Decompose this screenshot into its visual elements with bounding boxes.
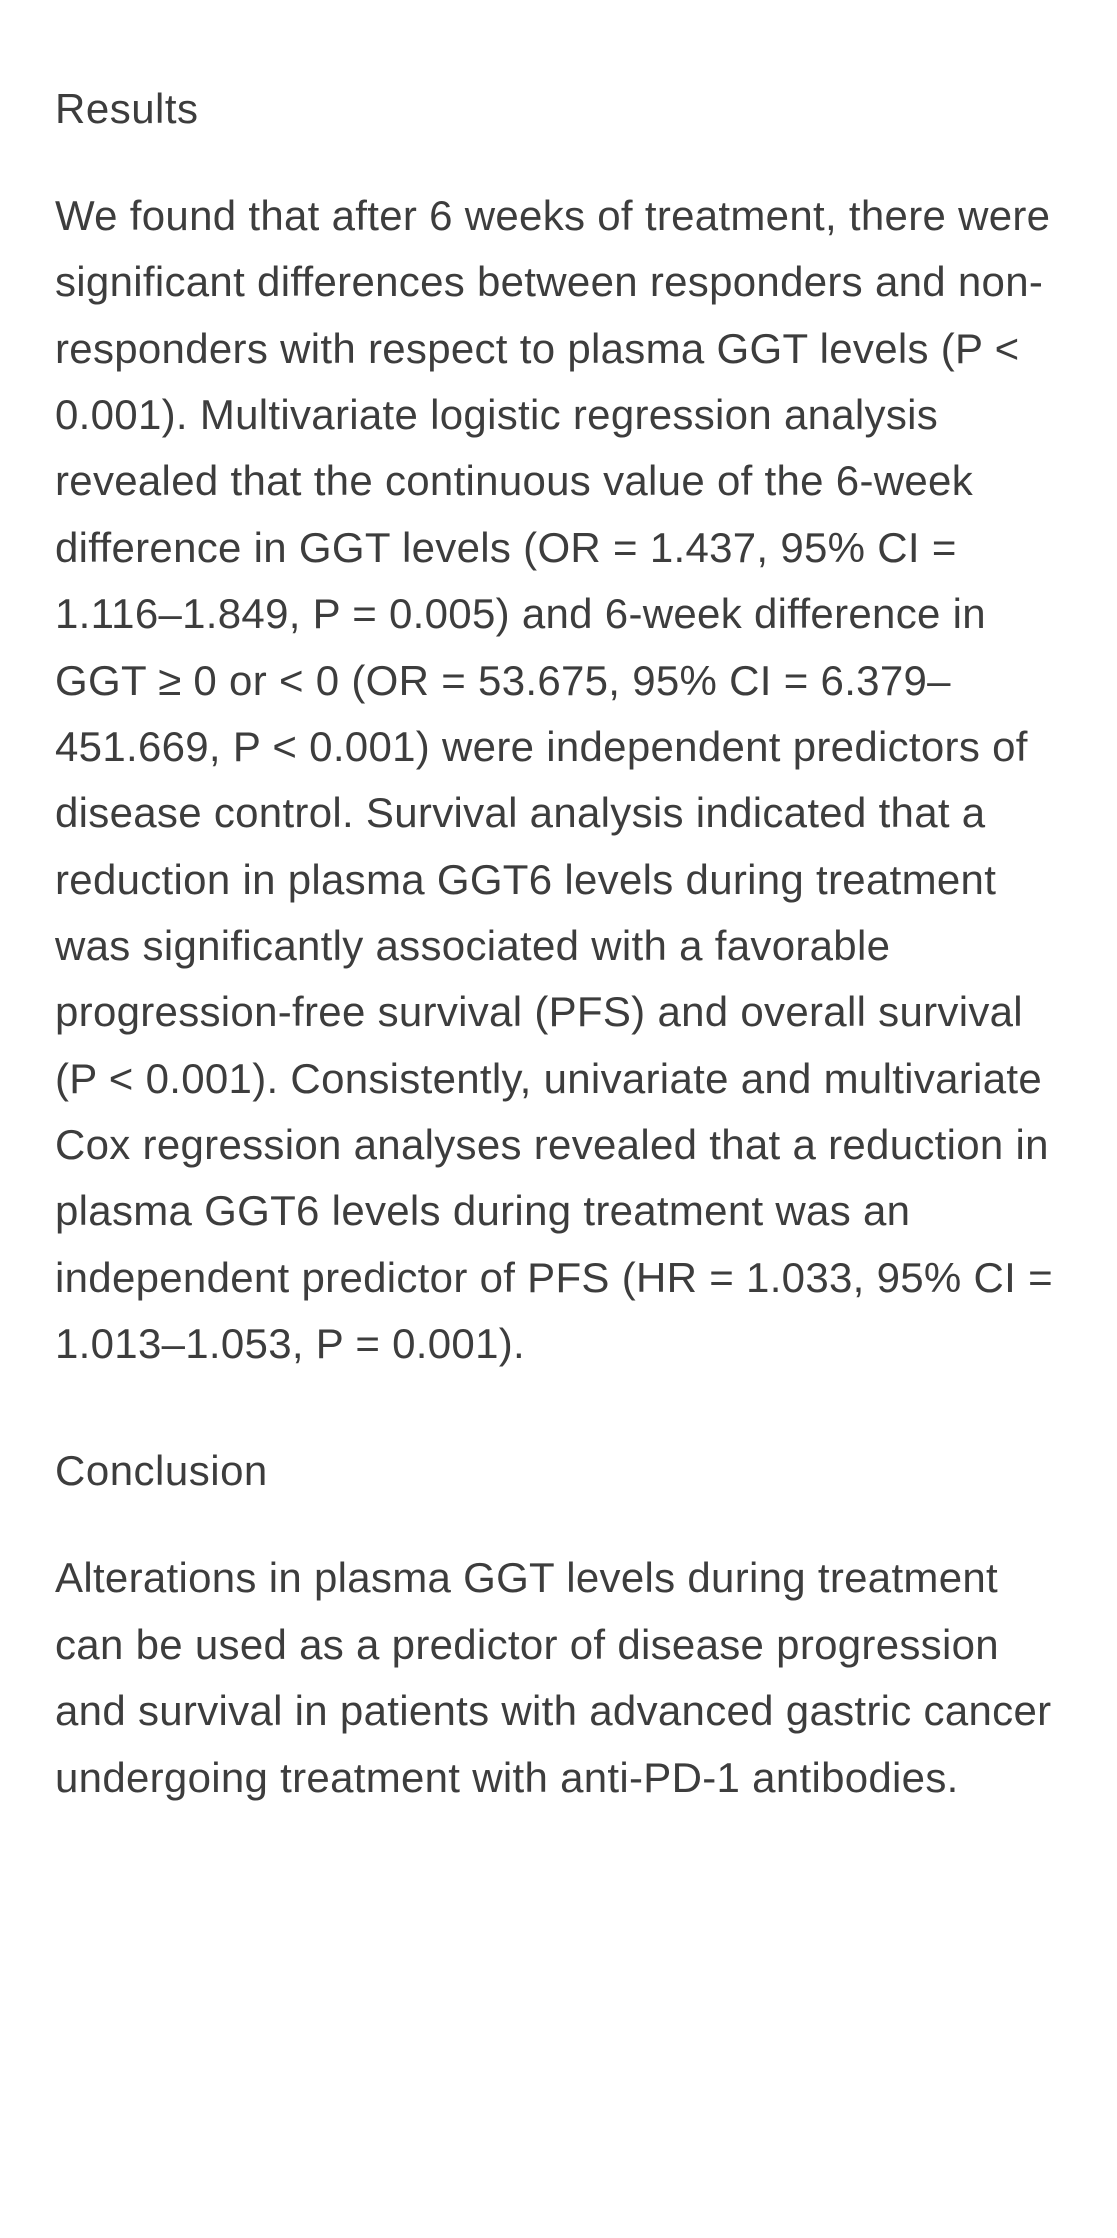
conclusion-body: Alterations in plasma GGT levels during … — [55, 1545, 1062, 1810]
results-body: We found that after 6 weeks of treatment… — [55, 183, 1062, 1377]
results-heading: Results — [55, 85, 1062, 133]
conclusion-heading: Conclusion — [55, 1447, 1062, 1495]
